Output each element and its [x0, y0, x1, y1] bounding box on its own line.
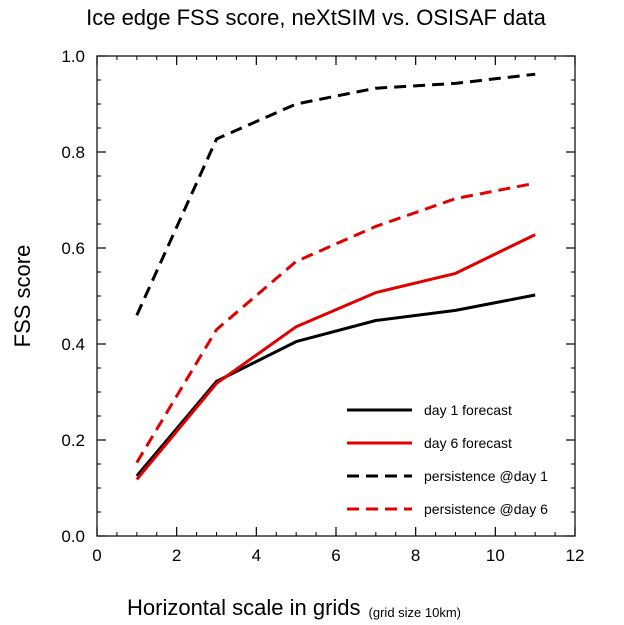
chart-title: Ice edge FSS score, neXtSIM vs. OSISAF d… [86, 5, 547, 30]
plot-frame [96, 55, 576, 537]
series-line-2 [135, 233, 536, 481]
y-axis-label: FSS score [10, 245, 35, 348]
x-axis-label-note: (grid size 10km) [369, 605, 461, 620]
series-line-4 [135, 181, 536, 464]
y-tick-label: 0.6 [61, 239, 85, 258]
plot-area: 0 2 4 6 8 10 12 0.0 0.2 0.4 0.6 0.8 1.0 [61, 47, 584, 565]
y-tick-label: 0.4 [61, 335, 85, 354]
y-tick-label: 0.2 [61, 431, 85, 450]
series-line-3 [135, 72, 536, 316]
legend-label-4: persistence @day 6 [424, 501, 548, 517]
legend-label-1: day 1 forecast [424, 402, 512, 418]
x-tick-label: 6 [331, 546, 340, 565]
y-tick-label: 1.0 [61, 47, 85, 66]
x-tick-label: 12 [566, 546, 585, 565]
y-tick-label: 0.8 [61, 143, 85, 162]
x-axis-label-main: Horizontal scale in grids [127, 595, 361, 620]
x-tick-label: 0 [92, 546, 101, 565]
x-tick-label: 10 [486, 546, 505, 565]
legend-label-3: persistence @day 1 [424, 468, 548, 484]
y-tick-label: 0.0 [61, 527, 85, 546]
legend: day 1 forecast day 6 forecast persistence … [347, 402, 548, 517]
x-tick-label: 2 [172, 546, 181, 565]
x-tick-label: 8 [411, 546, 420, 565]
legend-label-2: day 6 forecast [424, 435, 512, 451]
x-tick-label: 4 [252, 546, 261, 565]
x-axis-label: Horizontal scale in grids (grid size 10km… [127, 595, 461, 620]
